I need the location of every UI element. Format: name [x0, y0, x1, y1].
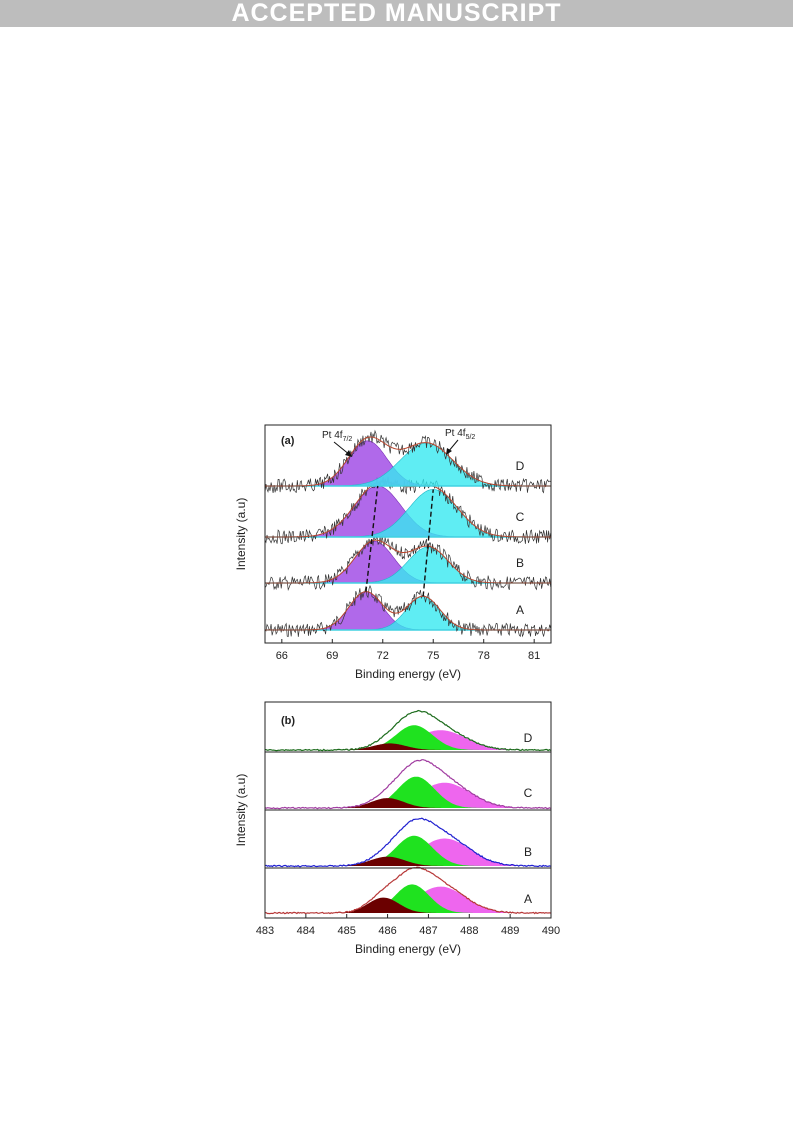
component-pink-C	[265, 782, 551, 808]
annotation-main: Pt 4f	[445, 428, 466, 439]
panel-b: 483 484 485 486 487 488 489 490 Binding energy (…	[234, 701, 560, 956]
envelope-D	[265, 709, 551, 752]
fit-envelope-A	[265, 591, 551, 631]
xtick-label: 490	[542, 925, 560, 937]
xtick-label: 66	[276, 650, 288, 662]
shift-line-4f5	[422, 489, 434, 597]
x-axis-label: Binding energy (eV)	[355, 942, 461, 956]
series-label-C: C	[516, 510, 525, 524]
xtick-label: 78	[478, 650, 490, 662]
pt-4f5-peak-A	[265, 596, 551, 631]
panel-label: (a)	[281, 435, 295, 447]
raw-data-B	[265, 534, 551, 592]
component-green-D	[265, 725, 551, 750]
envelope-A	[265, 866, 551, 915]
fit-envelope-B	[265, 539, 551, 584]
annotation-sub: 5/2	[466, 434, 476, 441]
component-green-A	[265, 884, 551, 913]
pt-4f5-peak-D	[265, 442, 551, 487]
component-pink-A	[265, 886, 551, 913]
xtick-label: 81	[528, 650, 540, 662]
xtick-label: 483	[256, 925, 274, 937]
component-green-C	[265, 776, 551, 808]
spectrum-C	[265, 759, 551, 811]
raw-data-D	[265, 429, 551, 494]
panel-b-frame	[264, 701, 552, 919]
series-label-A: A	[524, 892, 532, 906]
accepted-manuscript-banner: ACCEPTED MANUSCRIPT	[0, 0, 793, 27]
spectrum-D	[265, 709, 551, 753]
component-pink-B	[265, 838, 551, 866]
panel-a-pt4f: 66 69 72 75 78 81 Binding energy (eV) Intensity…	[234, 424, 552, 681]
series-label-C: C	[524, 786, 533, 800]
component-dark-A	[265, 897, 551, 913]
envelope-C	[265, 759, 551, 810]
component-green-B	[265, 835, 551, 866]
pt-spectrum-C	[265, 476, 551, 545]
component-dark-D	[265, 743, 551, 750]
component-dark-C	[265, 798, 551, 808]
pt-spectrum-A	[265, 584, 551, 638]
xtick-label: 489	[501, 925, 519, 937]
y-axis-label: Intensity (a.u)	[234, 498, 248, 571]
component-pink-D	[265, 730, 551, 750]
spectrum-A	[265, 866, 551, 915]
pt-4f5-peak-C	[265, 489, 551, 538]
series-label-D: D	[524, 731, 533, 745]
xtick-label: 484	[297, 925, 315, 937]
panel-label: (b)	[281, 715, 295, 727]
xtick-label: 72	[377, 650, 389, 662]
series-label-A: A	[516, 603, 524, 617]
peak-annotation: Pt 4f7/2	[322, 430, 352, 443]
peak-annotation: Pt 4f5/2	[445, 428, 475, 441]
pt-spectrum-B	[265, 534, 551, 592]
panel-a-frame	[264, 424, 552, 644]
shift-line-4f7	[365, 485, 379, 592]
series-label-B: B	[524, 845, 532, 859]
pt-spectrum-D	[265, 429, 551, 494]
fit-envelope-D	[265, 436, 551, 487]
envelope-B	[265, 817, 551, 868]
xtick-label: 488	[460, 925, 478, 937]
y-axis-label: Intensity (a.u)	[234, 774, 248, 847]
arrowhead-4f7	[345, 450, 352, 457]
spectrum-B	[265, 817, 551, 869]
component-dark-B	[265, 856, 551, 866]
xtick-label: 487	[419, 925, 437, 937]
xtick-label: 486	[378, 925, 396, 937]
series-label-D: D	[516, 459, 525, 473]
xtick-label: 75	[427, 650, 439, 662]
xtick-label: 69	[326, 650, 338, 662]
annotation-main: Pt 4f	[322, 430, 343, 441]
xtick-label: 485	[338, 925, 356, 937]
arrowhead-4f5	[446, 448, 452, 455]
banner-text: ACCEPTED MANUSCRIPT	[231, 0, 562, 27]
series-label-B: B	[516, 556, 524, 570]
x-axis-label: Binding energy (eV)	[355, 667, 461, 681]
annotation-sub: 7/2	[343, 436, 353, 443]
